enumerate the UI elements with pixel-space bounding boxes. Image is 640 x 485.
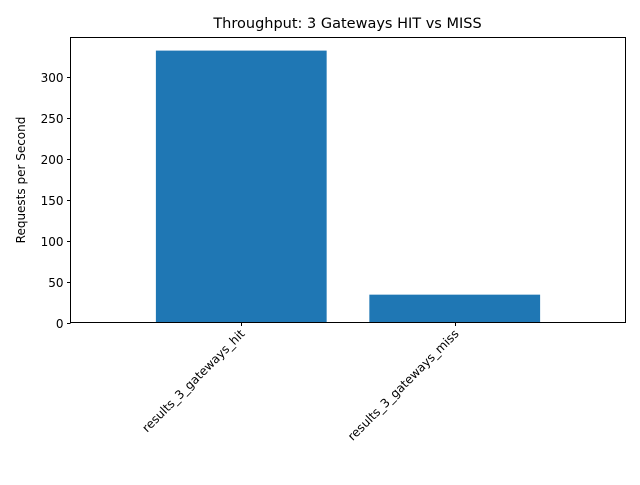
bars-layer bbox=[155, 50, 541, 323]
y-axis: 0 50 100 150 200 250 300 bbox=[41, 71, 71, 331]
y-tick-label: 200 bbox=[41, 153, 64, 167]
bar-results_3_gateways_hit bbox=[155, 50, 327, 323]
bar-results_3_gateways_miss bbox=[369, 294, 541, 323]
plot-area-frame bbox=[70, 37, 626, 323]
y-tick-label: 100 bbox=[41, 235, 64, 249]
y-tick-label: 300 bbox=[41, 71, 64, 85]
y-tick-label: 150 bbox=[41, 194, 64, 208]
x-axis: results_3_gateways_hit results_3_gateways… bbox=[139, 322, 462, 444]
chart-title: Throughput: 3 Gateways HIT vs MISS bbox=[212, 16, 481, 32]
y-axis-label: Requests per Second bbox=[14, 117, 28, 244]
x-tick-label: results_3_gateways_hit bbox=[139, 327, 247, 435]
y-tick-label: 250 bbox=[41, 112, 64, 126]
x-tick-label: results_3_gateways_miss bbox=[345, 327, 462, 444]
y-tick-label: 0 bbox=[56, 317, 64, 331]
y-tick-label: 50 bbox=[48, 276, 63, 290]
